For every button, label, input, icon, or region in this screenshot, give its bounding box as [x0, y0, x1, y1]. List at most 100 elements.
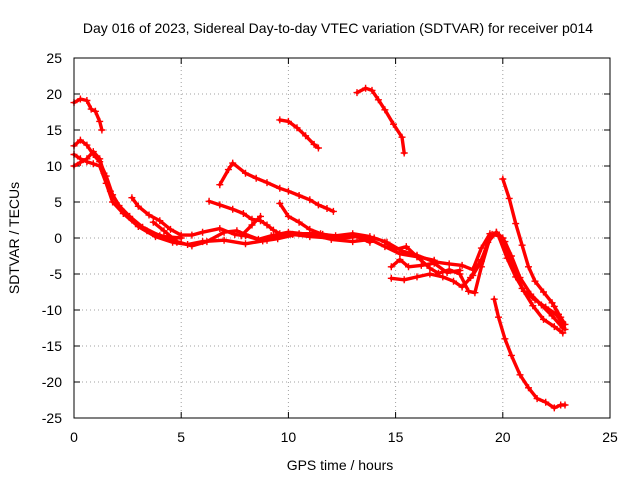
data-point — [188, 242, 196, 250]
data-point — [529, 302, 537, 310]
data-point — [248, 221, 256, 229]
plot-frame — [73, 57, 611, 419]
data-point — [295, 192, 303, 199]
data-point — [237, 232, 245, 240]
data-point — [233, 227, 241, 235]
x-tick-labels: 0 5 10 15 20 25 — [70, 429, 618, 445]
series-line — [72, 97, 104, 132]
data-point — [366, 233, 374, 241]
data-point — [314, 201, 322, 209]
series-s12 — [353, 84, 408, 157]
data-point — [413, 253, 421, 261]
y-tick-label: 15 — [46, 122, 62, 138]
data-point — [548, 312, 556, 320]
series-s7 — [216, 159, 337, 215]
data-point — [295, 218, 303, 226]
data-point — [216, 181, 224, 189]
data-point — [284, 187, 292, 195]
data-point — [458, 261, 466, 269]
data-point — [477, 244, 485, 252]
y-tick-label: 10 — [46, 158, 62, 174]
data-point — [156, 217, 164, 225]
data-point — [89, 160, 97, 168]
data-point — [398, 133, 406, 141]
data-point — [319, 230, 327, 238]
data-point — [413, 273, 421, 281]
data-point — [252, 174, 260, 182]
series-s5 — [128, 194, 438, 264]
data-point — [76, 155, 84, 163]
data-point — [149, 218, 157, 226]
x-tick-label: 10 — [281, 429, 297, 445]
data-point — [443, 269, 451, 277]
data-point — [274, 235, 282, 243]
data-point — [518, 241, 526, 249]
series-s10 — [276, 116, 322, 152]
data-point — [392, 246, 400, 253]
data-point — [76, 95, 84, 103]
series-s17 — [490, 295, 569, 412]
data-point — [488, 230, 496, 238]
data-point — [284, 117, 292, 125]
data-point — [471, 289, 479, 297]
data-point — [400, 149, 408, 157]
data-point — [220, 236, 228, 244]
data-point — [439, 273, 447, 281]
y-tick-label: 5 — [54, 194, 62, 210]
data-point — [295, 230, 303, 238]
data-point — [540, 315, 547, 323]
data-point — [490, 295, 498, 303]
data-point — [323, 205, 331, 212]
data-point — [229, 205, 237, 213]
data-point — [220, 228, 228, 236]
data-point — [505, 194, 513, 202]
series-s13 — [381, 228, 567, 332]
data-point — [501, 335, 509, 343]
data-point — [83, 158, 91, 166]
data-point — [96, 117, 104, 125]
data-point — [396, 256, 404, 264]
data-point — [400, 276, 408, 284]
data-point — [276, 116, 284, 124]
y-tick-labels: -25 -20 -15 -10 -5 0 5 10 15 20 25 — [42, 50, 62, 426]
data-point — [417, 261, 425, 269]
data-point — [381, 106, 389, 114]
data-point — [276, 199, 284, 207]
y-tick-label: -15 — [42, 338, 62, 354]
data-point — [188, 231, 196, 239]
data-point — [199, 228, 207, 236]
data-point — [525, 263, 532, 271]
data-point — [430, 259, 438, 267]
data-point — [402, 243, 410, 251]
data-point — [405, 263, 412, 271]
series-s11 — [276, 199, 374, 241]
data-point — [83, 97, 91, 104]
data-point — [229, 159, 237, 167]
data-point — [224, 166, 232, 174]
data-point — [257, 212, 264, 220]
data-point — [269, 226, 277, 234]
data-point — [119, 210, 127, 217]
series-line — [218, 161, 336, 214]
x-tick-label: 15 — [388, 429, 404, 445]
data-point — [239, 210, 247, 217]
x-axis-label: GPS time / hours — [287, 457, 394, 473]
data-point — [284, 212, 292, 220]
series-line — [552, 304, 567, 332]
data-point — [306, 225, 314, 233]
series-line — [501, 177, 567, 327]
series-s16 — [467, 230, 496, 282]
data-point — [109, 198, 117, 206]
y-tick-label: 0 — [54, 230, 62, 246]
data-point — [276, 230, 284, 238]
data-point — [349, 238, 357, 246]
series-s15 — [387, 256, 464, 277]
data-point — [102, 179, 110, 187]
data-point — [540, 288, 547, 296]
data-point — [98, 126, 106, 134]
data-point — [492, 228, 500, 236]
data-point — [276, 184, 284, 192]
data-point — [134, 223, 142, 230]
data-point — [550, 302, 558, 310]
data-point — [374, 96, 382, 104]
